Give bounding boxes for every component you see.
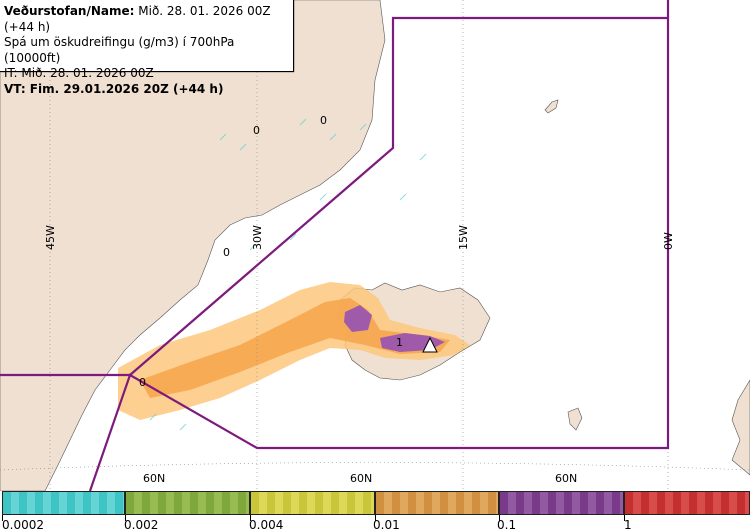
info-line-4: VT: Fim. 29.01.2026 20Z (+44 h) [4, 81, 224, 96]
legend-label-1: 0.0002 [2, 518, 44, 532]
ash-plume-mid [140, 298, 450, 398]
legend-swatch-3 [250, 491, 375, 515]
legend-label-2: 0.002 [124, 518, 159, 532]
lat-label-2: 60N [350, 472, 372, 485]
ash-plume-light [118, 282, 470, 420]
legend-swatch-5 [499, 491, 624, 515]
contour-label: 0 [253, 124, 260, 137]
lon-label-0w: 0W [662, 232, 675, 250]
lon-label-15w: 15W [457, 225, 470, 250]
greenland-land [0, 0, 386, 492]
volcano-icon [422, 336, 438, 353]
info-line-3: IT: Mið. 28. 01. 2026 00Z [4, 66, 154, 80]
legend-tick [125, 515, 126, 521]
info-line-1: Veðurstofan/Name: Mið. 28. 01. 2026 00Z … [4, 4, 293, 35]
norway-coast [731, 379, 750, 476]
legend-tick [2, 515, 3, 521]
legend-swatch-1 [2, 491, 125, 515]
ash-streaks [149, 118, 427, 431]
ash-plume-high-1 [344, 305, 372, 332]
legend-label-3: 0.004 [249, 518, 284, 532]
color-legend: 0.0002 0.002 0.004 0.01 0.1 1 [0, 491, 750, 532]
lon-label-45w: 45W [44, 225, 57, 250]
lat-label-3: 60N [555, 472, 577, 485]
contour-label: 0 [139, 376, 146, 389]
faroe-islands [567, 407, 583, 431]
info-line-2: Spá um öskudreifingu (g/m3) í 700hPa (10… [4, 35, 235, 65]
lon-label-30w: 30W [251, 225, 264, 250]
jan-mayen-island [544, 99, 559, 114]
legend-swatch-2 [125, 491, 250, 515]
legend-tick [250, 515, 251, 521]
legend-label-5: 0.1 [497, 518, 517, 532]
legend-label-6: 1 [624, 518, 632, 532]
issuer-value: Mið. 28. 01. 2026 00Z (+44 h) [4, 4, 271, 34]
forecast-info-box: Veðurstofan/Name: Mið. 28. 01. 2026 00Z … [0, 0, 294, 96]
legend-swatch-4 [375, 491, 499, 515]
fir-boundary [0, 0, 670, 492]
legend-swatch-6 [624, 491, 750, 515]
contour-label: 0 [320, 114, 327, 127]
contour-label: 1 [396, 336, 403, 349]
legend-label-4: 0.01 [373, 518, 400, 532]
lat-label-1: 60N [143, 472, 165, 485]
issuer-label: Veðurstofan/Name: [4, 4, 135, 18]
legend-tick [624, 515, 625, 521]
legend-tick [375, 515, 376, 521]
contour-label: 0 [223, 246, 230, 259]
legend-tick [499, 515, 500, 521]
